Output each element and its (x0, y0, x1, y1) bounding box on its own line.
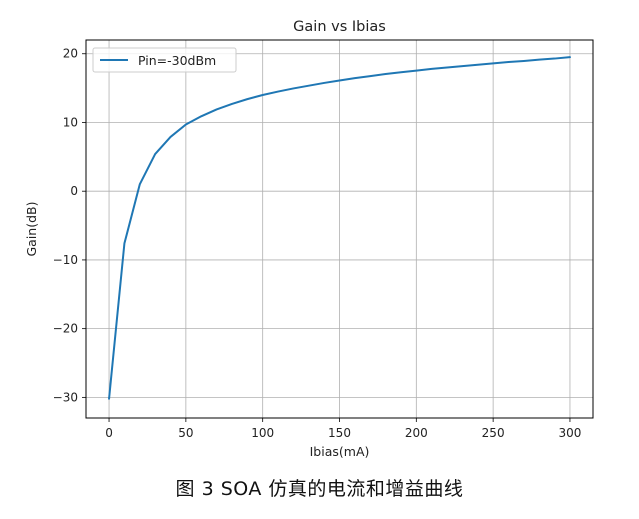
x-tick-label: 150 (328, 426, 351, 440)
grid (86, 40, 593, 418)
y-tick-label: −30 (53, 390, 78, 404)
y-tick-label: 0 (70, 184, 78, 198)
y-tick-label: 10 (63, 115, 78, 129)
legend: Pin=-30dBm (92, 47, 237, 73)
x-tick-label: 50 (178, 426, 193, 440)
series-lines (108, 56, 571, 400)
x-tick-label: 0 (105, 426, 113, 440)
x-tick-label: 200 (405, 426, 428, 440)
chart-title: Gain vs Ibias (293, 19, 386, 35)
x-tick-label: 100 (251, 426, 274, 440)
x-tick-label: 250 (482, 426, 505, 440)
gain-vs-ibias-chart: 0 50 100 150 200 250 300 −30 −20 −10 0 10 20 Gain vs… (24, 19, 594, 459)
legend-label-pin-minus-30dbm: Pin=-30dBm (138, 53, 216, 68)
axis-ticks: 0 50 100 150 200 250 300 −30 −20 −10 0 10 20 (53, 47, 582, 440)
series-line-0 (108, 56, 571, 400)
x-tick-label: 300 (559, 426, 582, 440)
y-tick-label: 20 (63, 47, 78, 61)
y-tick-label: −10 (53, 253, 78, 267)
x-axis-label: Ibias(mA) (310, 444, 370, 459)
figure-caption: 图 3 SOA 仿真的电流和增益曲线 (175, 478, 464, 500)
y-tick-label: −20 (53, 322, 78, 336)
legend-box (92, 47, 237, 73)
y-axis-label: Gain(dB) (24, 201, 39, 256)
